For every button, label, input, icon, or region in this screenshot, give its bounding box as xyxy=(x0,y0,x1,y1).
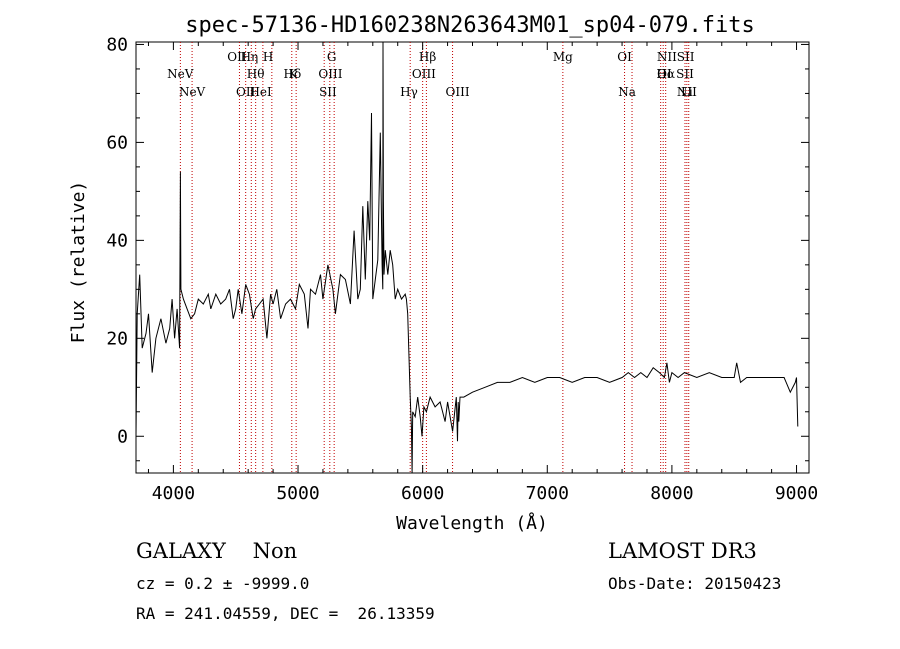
emission-line-label: NeV xyxy=(167,67,194,81)
x-axis-ticks: 4000 5000 6000 7000 8000 9000 xyxy=(147,42,818,504)
emission-line-label: G xyxy=(327,50,337,64)
emission-line-label: OIII xyxy=(318,67,342,81)
emission-line-label: OIII xyxy=(446,85,470,99)
x-axis-label: Wavelength (Å) xyxy=(396,512,548,534)
emission-line-label: Hθ xyxy=(247,67,265,81)
emission-line-label: SII xyxy=(676,67,694,81)
emission-line-label: K xyxy=(289,67,299,81)
emission-line-label: Hγ xyxy=(400,85,418,99)
x-tick-label: 6000 xyxy=(401,483,444,504)
emission-line-label: NII xyxy=(657,50,677,64)
redshift-label: cz = 0.2 ± -9999.0 xyxy=(136,574,310,593)
x-tick-label: 8000 xyxy=(650,483,693,504)
emission-line-label: NeV xyxy=(179,85,206,99)
emission-line-label: HeI xyxy=(249,85,272,99)
y-axis-ticks: 0 20 40 60 80 xyxy=(106,34,809,462)
y-tick-label: 20 xyxy=(106,328,128,349)
x-tick-label: 7000 xyxy=(526,483,569,504)
x-tick-label: 9000 xyxy=(775,483,818,504)
emission-line-label: OI xyxy=(617,50,632,64)
emission-line-label: OII xyxy=(236,85,256,99)
emission-line-labels: NeVNeVOIIOIIHηHθHeIHKHδSIIGOIIIHγHβOIIIO… xyxy=(167,50,697,99)
emission-line-label: SII xyxy=(677,50,695,64)
obs-date-label: Obs-Date: 20150423 xyxy=(608,574,782,593)
x-tick-label: 5000 xyxy=(276,483,319,504)
emission-line-label: Li xyxy=(681,85,693,99)
emission-line-label: Mg xyxy=(553,50,573,64)
y-axis-label: Flux (relative) xyxy=(68,181,89,344)
plot-frame xyxy=(135,41,810,474)
chart-title: spec-57136-HD160238N263643M01_sp04-079.f… xyxy=(185,13,755,38)
y-tick-label: 40 xyxy=(106,230,128,251)
x-tick-label: 4000 xyxy=(152,483,195,504)
object-class-label: GALAXY Non xyxy=(136,539,298,563)
y-tick-label: 60 xyxy=(106,132,128,153)
emission-line-label: OII xyxy=(227,50,247,64)
emission-line-label: Hη xyxy=(241,50,259,64)
emission-line-label: Hβ xyxy=(419,50,436,64)
emission-line-label: SII xyxy=(319,85,337,99)
emission-line-markers xyxy=(179,42,690,473)
emission-line-label: OI xyxy=(657,67,672,81)
emission-line-label: OIII xyxy=(412,67,436,81)
y-tick-label: 80 xyxy=(106,34,128,55)
coordinates-label: RA = 241.04559, DEC = 26.13359 xyxy=(136,604,435,623)
survey-label: LAMOST DR3 xyxy=(608,539,757,563)
spectrum-series-line xyxy=(135,41,799,474)
emission-line-label: H xyxy=(263,50,273,64)
y-tick-label: 0 xyxy=(117,426,128,447)
emission-line-label: Na xyxy=(618,85,636,99)
emission-line-label: Hδ xyxy=(284,67,302,81)
emission-line-label: Hα xyxy=(656,67,675,81)
emission-line-label: NII xyxy=(677,85,697,99)
